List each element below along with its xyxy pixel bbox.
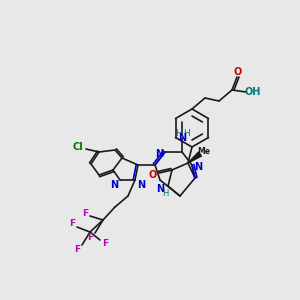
Text: N: N bbox=[137, 180, 145, 190]
Text: OH: OH bbox=[245, 87, 261, 97]
Text: N: N bbox=[178, 133, 186, 143]
Text: Cl: Cl bbox=[73, 142, 83, 152]
Text: N: N bbox=[194, 162, 202, 172]
Text: N: N bbox=[155, 149, 163, 159]
Text: F: F bbox=[102, 239, 108, 248]
Text: O: O bbox=[234, 67, 242, 77]
Text: O: O bbox=[149, 170, 157, 180]
Text: F: F bbox=[87, 233, 93, 242]
Text: H: H bbox=[162, 188, 168, 197]
Text: Me: Me bbox=[197, 148, 211, 157]
Text: F: F bbox=[82, 208, 88, 217]
Text: F: F bbox=[69, 218, 75, 227]
Text: N: N bbox=[156, 184, 164, 194]
Polygon shape bbox=[188, 152, 202, 163]
Text: H: H bbox=[183, 128, 189, 137]
Text: H: H bbox=[175, 128, 182, 137]
Text: F: F bbox=[74, 245, 80, 254]
Text: N: N bbox=[110, 180, 118, 190]
